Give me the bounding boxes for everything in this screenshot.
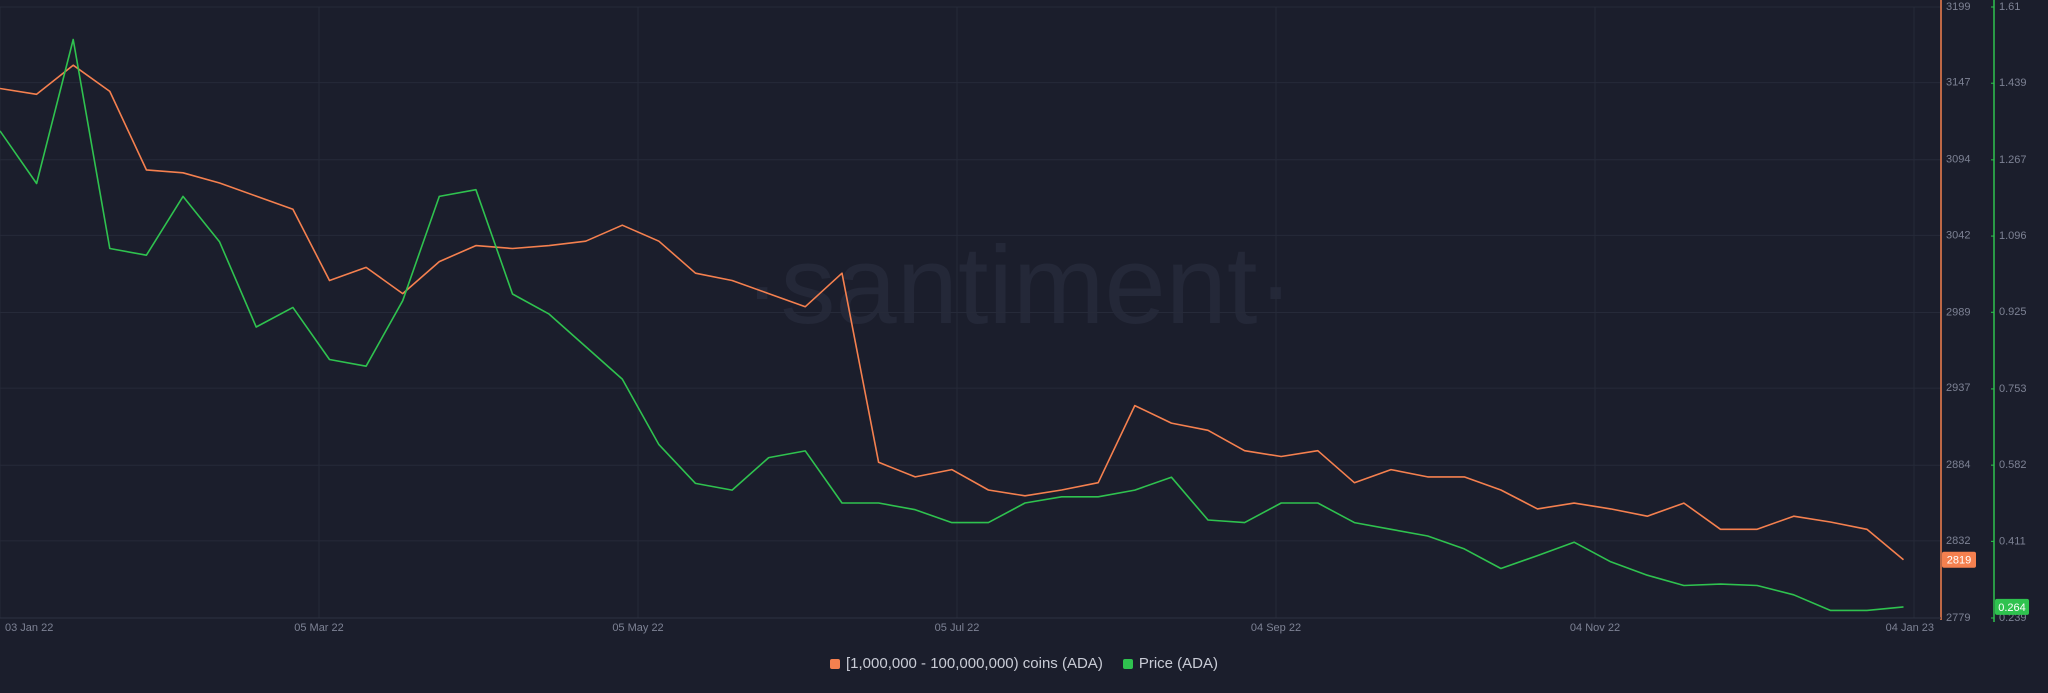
x-tick-label: 05 Mar 22: [294, 622, 344, 634]
last-value-chip: [1942, 551, 1976, 568]
chart: ·santiment· 03 Jan 22 05 Mar 22 05 May 22 0…: [0, 0, 2029, 634]
y2-tick-label: 1.61: [1999, 1, 2020, 13]
y2-tick-label: 0.411: [1999, 535, 2026, 547]
y2-tick-label: 1.439: [1999, 77, 2027, 89]
last-value-label: 0.264: [1998, 602, 2026, 614]
y2-tick-label: 0.582: [1999, 459, 2027, 471]
last-value-chip: [1995, 598, 2029, 615]
x-tick-label: 04 Nov 22: [1570, 622, 1620, 634]
legend: [1,000,000 - 100,000,000) coins (ADA) Pri…: [0, 655, 2048, 672]
legend-item[interactable]: Price (ADA): [1122, 655, 1218, 672]
y2-tick-label: 0.753: [1999, 383, 2027, 395]
watermark: ·santiment·: [744, 224, 1294, 347]
y-tick-label: 3094: [1946, 154, 1970, 166]
last-value-label: 2819: [1947, 555, 1971, 567]
y-tick-label: 2937: [1946, 382, 1970, 394]
x-tick-label: 04 Jan 23: [1886, 622, 1934, 634]
x-tick-label: 05 May 22: [612, 622, 663, 634]
x-tick-label: 05 Jul 22: [935, 622, 980, 634]
y-tick-label: 2832: [1946, 535, 1970, 547]
y2-tick-label: 1.267: [1999, 154, 2027, 166]
line-series: [0, 64, 1905, 561]
y-tick-label: 3199: [1946, 1, 1970, 13]
legend-swatch: [1122, 658, 1133, 669]
line-series: [0, 38, 1904, 612]
legend-item[interactable]: [1,000,000 - 100,000,000) coins (ADA): [829, 655, 1103, 672]
y-tick-label: 3147: [1946, 77, 1970, 89]
y-tick-label: 2779: [1946, 612, 1970, 624]
y2-tick-label: 0.239: [1999, 612, 2027, 624]
y-tick-label: 2884: [1946, 459, 1970, 471]
x-tick-label: 03 Jan 22: [5, 622, 53, 634]
y2-tick-label: 0.925: [1999, 306, 2027, 318]
y2-tick-label: 1.096: [1999, 230, 2027, 242]
x-tick-label: 04 Sep 22: [1251, 622, 1301, 634]
y-tick-label: 2989: [1946, 306, 1970, 318]
legend-swatch: [829, 658, 840, 669]
legend-label: Price (ADA): [1138, 655, 1218, 672]
legend-label: [1,000,000 - 100,000,000) coins (ADA): [845, 655, 1103, 672]
y-tick-label: 3042: [1946, 229, 1970, 241]
